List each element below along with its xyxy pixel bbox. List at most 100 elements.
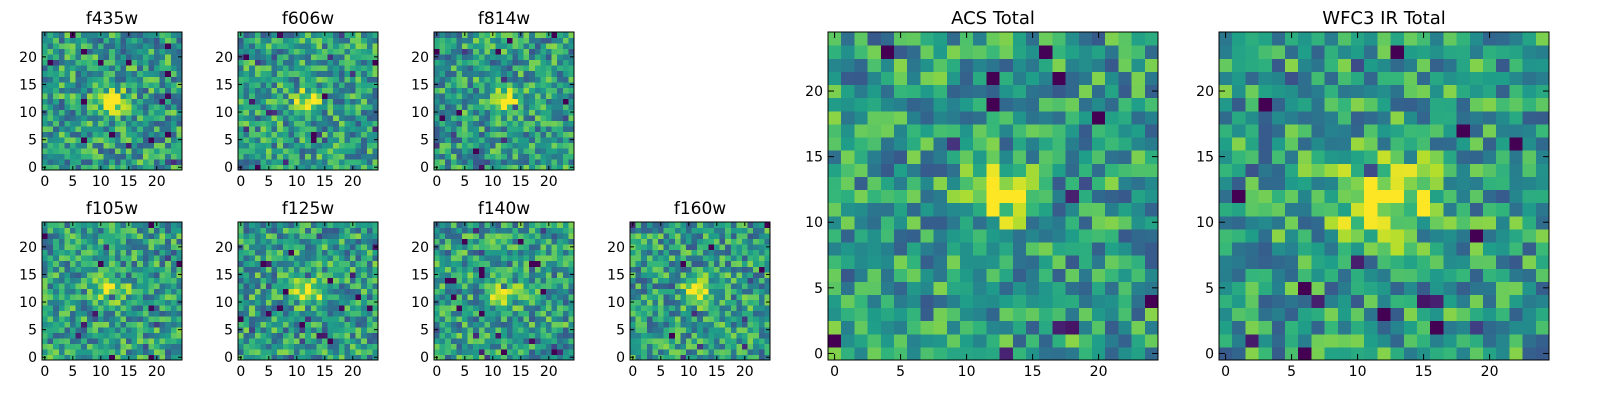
heatmap-cell <box>920 150 935 164</box>
heatmap-cell <box>641 255 648 262</box>
heatmap-cell <box>142 125 149 132</box>
heatmap-cell <box>165 65 172 72</box>
heatmap-cell <box>327 271 334 278</box>
heatmap-cell <box>512 76 519 83</box>
heatmap-cell <box>986 281 1001 295</box>
heatmap-cell <box>114 282 121 289</box>
heatmap-cell <box>478 271 485 278</box>
heatmap-cell <box>506 92 513 99</box>
heatmap-cell <box>142 222 149 229</box>
heatmap-cell <box>473 315 480 322</box>
heatmap-cell <box>92 76 99 83</box>
heatmap-cell <box>473 76 480 83</box>
heatmap-cell <box>730 238 737 245</box>
heatmap-cell <box>540 238 547 245</box>
heatmap-cell <box>1026 189 1040 204</box>
heatmap-cell <box>92 343 99 350</box>
heatmap-cell <box>81 244 88 251</box>
heatmap-cell <box>523 65 530 72</box>
heatmap-cell <box>344 277 351 284</box>
heatmap-cell <box>366 222 373 229</box>
heatmap-cell <box>450 244 457 251</box>
heatmap-cell <box>355 255 362 262</box>
heatmap-cell <box>126 81 133 88</box>
heatmap-cell <box>142 354 149 361</box>
heatmap-cell <box>327 321 334 328</box>
heatmap-cell <box>557 120 564 127</box>
heatmap-cell <box>260 32 267 39</box>
heatmap-cell <box>1026 228 1040 243</box>
heatmap-cell <box>243 222 250 229</box>
heatmap-cell <box>299 158 306 166</box>
heatmap-cell <box>501 81 508 88</box>
heatmap-cell <box>249 271 256 278</box>
heatmap-cell <box>630 310 637 317</box>
heatmap-cell <box>456 332 463 339</box>
heatmap-cell <box>456 37 463 44</box>
heatmap-cell <box>316 354 323 361</box>
heatmap-cell <box>254 109 261 116</box>
heatmap-cell <box>344 343 351 350</box>
heatmap-cell <box>361 65 368 72</box>
heatmap-cell <box>126 98 133 105</box>
heatmap-cell <box>708 271 715 278</box>
heatmap-cell <box>92 227 99 234</box>
heatmap-cell <box>170 120 177 127</box>
heatmap-cell <box>506 87 513 94</box>
heatmap-cell <box>92 158 99 166</box>
heatmap-cell <box>663 332 670 339</box>
panel-title: f125w <box>282 199 334 219</box>
heatmap-cell <box>568 288 575 295</box>
heatmap-cell <box>305 233 312 240</box>
heatmap-cell <box>434 92 441 99</box>
heatmap-cell <box>920 241 935 256</box>
heatmap-cell <box>294 304 301 311</box>
heatmap-cell <box>165 332 172 339</box>
heatmap-cell <box>344 282 351 289</box>
heatmap-cell <box>445 131 452 138</box>
heatmap-cell <box>120 76 127 83</box>
heatmap-cell <box>467 337 474 345</box>
heatmap-cell <box>53 54 60 61</box>
heatmap-cell <box>103 114 110 121</box>
heatmap-cell <box>534 222 541 229</box>
heatmap-cell <box>81 70 88 77</box>
heatmap-cell <box>58 120 65 127</box>
heatmap-cell <box>64 81 71 88</box>
y-tick-label: 20 <box>607 240 625 256</box>
heatmap-cell <box>350 59 357 66</box>
heatmap-cell <box>288 315 295 322</box>
heatmap-cell <box>98 43 105 50</box>
heatmap-cell <box>742 244 749 251</box>
heatmap-cell <box>753 222 760 229</box>
heatmap-cell <box>64 59 71 66</box>
heatmap-cell <box>462 114 469 121</box>
heatmap-cell <box>680 238 687 245</box>
heatmap-cell <box>674 326 681 333</box>
heatmap-cell <box>495 76 502 83</box>
heatmap-cell <box>81 59 88 66</box>
heatmap-cell <box>58 244 65 251</box>
heatmap-cell <box>288 120 295 127</box>
heatmap-cell <box>159 238 166 245</box>
heatmap-cell <box>658 227 665 234</box>
heatmap-cell <box>98 299 105 306</box>
heatmap-cell <box>501 37 508 44</box>
heatmap-cell <box>490 114 497 121</box>
heatmap-cell <box>243 277 250 284</box>
heatmap-cell <box>327 103 334 110</box>
heatmap-cell <box>630 277 637 284</box>
heatmap-cell <box>294 120 301 127</box>
heatmap-cell <box>322 277 329 284</box>
heatmap-cell <box>154 120 161 127</box>
heatmap-cell <box>867 176 882 191</box>
heatmap-cell <box>142 59 149 66</box>
heatmap-cell <box>630 238 637 245</box>
heatmap-cell <box>450 299 457 306</box>
heatmap-cell <box>658 282 665 289</box>
heatmap-cell <box>557 282 564 289</box>
heatmap-cell <box>159 227 166 234</box>
heatmap-cell <box>238 238 245 245</box>
heatmap-cell <box>103 37 110 44</box>
heatmap-cell <box>148 147 155 155</box>
